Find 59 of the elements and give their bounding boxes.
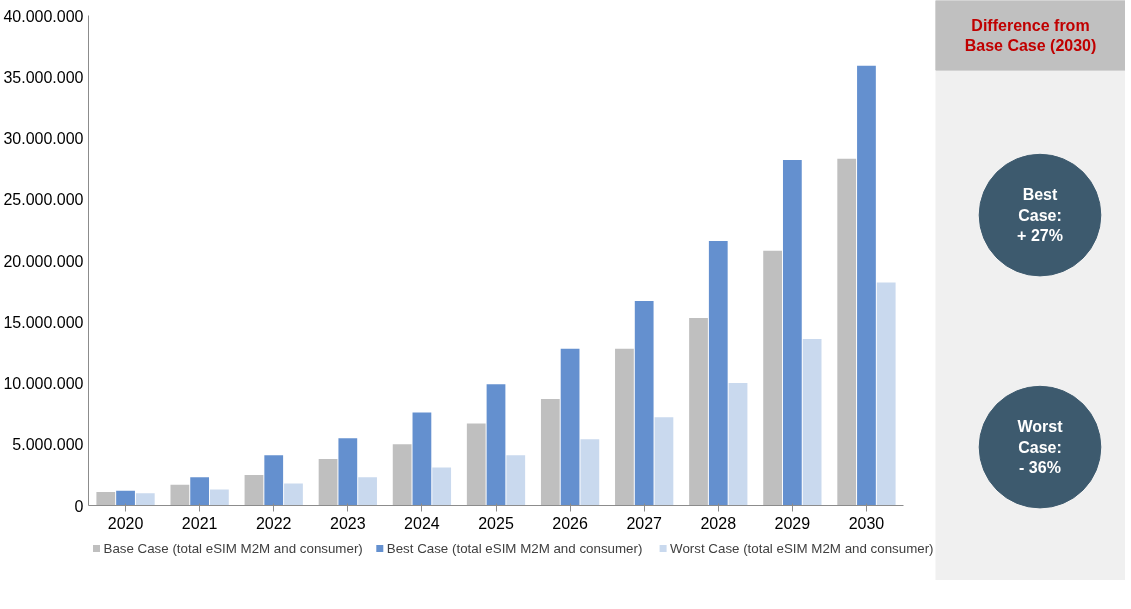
y-tick-label: 0	[74, 497, 84, 515]
bar	[358, 477, 377, 506]
bar	[857, 65, 876, 506]
bar	[244, 474, 264, 506]
text: Best Case: + 27%	[1017, 186, 1063, 244]
bar	[412, 412, 432, 506]
bar	[486, 384, 506, 506]
bar	[135, 493, 155, 506]
bar	[560, 348, 580, 506]
y-tick-label: 20.000.000	[3, 252, 84, 270]
bar	[876, 282, 896, 506]
bar	[837, 158, 857, 506]
bar	[210, 489, 229, 506]
legend-label: Best Case (total eSIM M2M and consumer)	[386, 541, 643, 556]
bar	[782, 160, 802, 506]
bar	[318, 458, 338, 506]
x-tick-label: 2028	[700, 514, 737, 532]
y-tick-label: 15.000.000	[3, 313, 84, 331]
bar	[506, 455, 526, 506]
bar	[708, 240, 728, 506]
y-tick-label: 5.000.000	[12, 436, 84, 454]
bar	[190, 477, 210, 506]
bar	[466, 423, 486, 506]
bar	[284, 483, 303, 506]
x-tick-label: 2021	[181, 514, 218, 532]
x-tick-label: 2025	[478, 514, 514, 532]
bar	[654, 417, 674, 506]
bar	[689, 318, 708, 506]
bar	[116, 490, 135, 506]
bar	[432, 467, 452, 506]
text: Worst Case: - 36%	[1017, 418, 1064, 476]
x-tick-label: 2030	[848, 514, 885, 532]
x-tick-label: 2026	[552, 514, 588, 532]
bar	[802, 338, 822, 506]
legend-label: Worst Case (total eSIM M2M and consumer)	[670, 541, 934, 556]
bar	[264, 455, 284, 506]
y-tick-label: 35.000.000	[3, 68, 84, 86]
bar	[96, 492, 116, 506]
x-tick-label: 2027	[626, 514, 663, 532]
bar	[728, 383, 748, 506]
x-tick-label: 2029	[774, 514, 811, 532]
bar	[540, 398, 560, 506]
y-tick-label: 40.000.000	[3, 7, 84, 25]
bar	[170, 484, 190, 506]
bar	[580, 439, 600, 506]
x-tick-label: 2023	[330, 514, 366, 532]
text: Difference from Base Case (2030)	[964, 16, 1097, 54]
x-tick-label: 2020	[107, 514, 144, 532]
bar	[634, 300, 654, 506]
bar	[392, 444, 412, 506]
bar	[615, 348, 634, 506]
bar	[763, 250, 782, 506]
x-tick-label: 2024	[404, 514, 440, 532]
y-tick-label: 10.000.000	[3, 375, 84, 392]
y-tick-label: 25.000.000	[3, 191, 84, 209]
x-tick-label: 2022	[255, 514, 292, 532]
bar	[338, 438, 358, 506]
y-tick-label: 30.000.000	[3, 130, 84, 147]
legend-label: Base Case (total eSIM M2M and consumer)	[103, 541, 363, 556]
